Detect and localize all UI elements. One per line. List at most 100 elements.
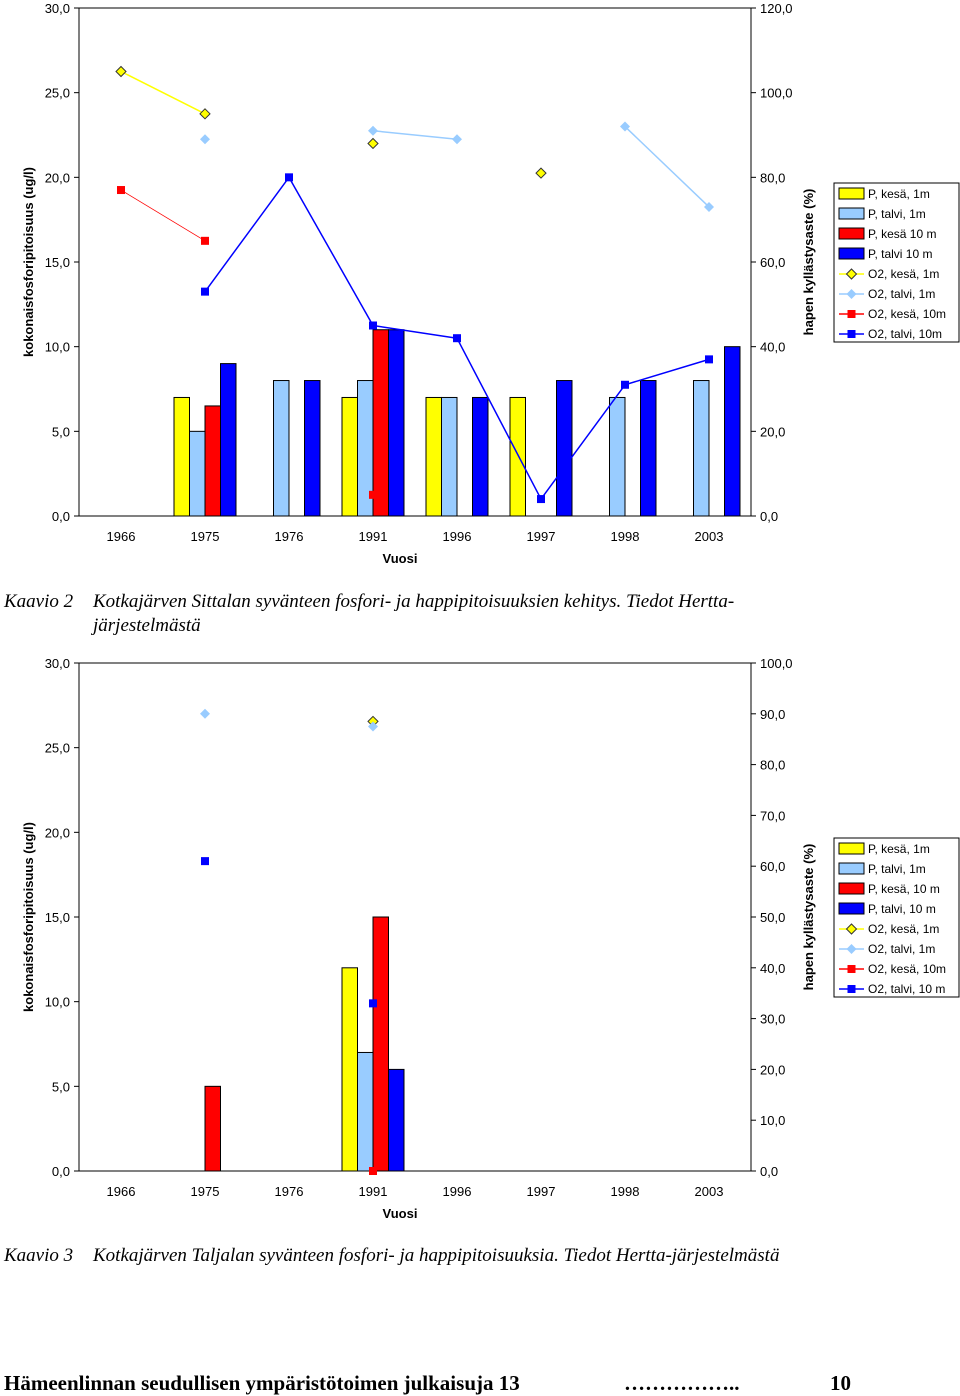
line-o2-talvi-1m (624, 125, 710, 208)
x-tick-label: 1975 (191, 529, 220, 544)
bar-p-talvi-10-m (472, 396, 489, 517)
y2-tick-label: 20,0 (760, 424, 785, 439)
x-tick-label: 1991 (359, 1184, 388, 1199)
legend-swatch (838, 247, 865, 260)
point-o2-kesä-10m (369, 1167, 377, 1175)
bar-p-talvi-1m (189, 430, 206, 517)
point-o2-kesä-10m (201, 236, 209, 245)
x-axis-title: Vuosi (383, 1206, 418, 1221)
bar-p-kesä-10-m (372, 329, 389, 517)
legend-marker (845, 923, 858, 935)
legend-label: P, talvi, 1m (868, 862, 926, 876)
bar-p-talvi-10-m (388, 1068, 405, 1172)
y-axis-title: kokonaisfosforipitoisuus (ug/l) (21, 167, 36, 357)
y2-tick-label: 40,0 (760, 340, 785, 355)
y-tick-label: 15,0 (45, 255, 70, 270)
legend-label: O2, kesä, 10m (868, 307, 946, 321)
bar-p-talvi-1m (357, 1051, 374, 1172)
bar-p-talvi-1m (609, 396, 626, 517)
line-o2-talvi-10m (204, 176, 290, 293)
bar-p-talvi-10-m (556, 380, 573, 517)
x-tick-label: 1976 (275, 529, 304, 544)
legend-swatch (838, 902, 865, 915)
caption-text-line1: Kotkajärven Taljalan syvänteen fosfori- … (93, 1245, 780, 1266)
y-tick-label: 10,0 (45, 340, 70, 355)
caption-kaavio-3: Kaavio 3 Kotkajärven Taljalan syvänteen f… (4, 1244, 779, 1268)
y-tick-label: 30,0 (45, 656, 70, 671)
line-o2-kesä-10m (120, 189, 206, 242)
bar-p-kesä-1m (425, 396, 442, 517)
point-o2-talvi-10m (621, 380, 629, 389)
y2-axis-title: hapen kyllästysaste (%) (801, 189, 816, 336)
caption-text-line2: järjestelmästä (93, 615, 201, 636)
y2-tick-label: 80,0 (760, 170, 785, 185)
y2-tick-label: 120,0 (760, 1, 793, 16)
point-o2-talvi-10m (453, 334, 461, 343)
y-tick-label: 20,0 (45, 170, 70, 185)
line-o2-talvi-1m (372, 130, 458, 140)
x-tick-label: 1996 (443, 529, 472, 544)
y-tick-label: 5,0 (52, 424, 70, 439)
legend-swatch (838, 207, 865, 220)
footer-title: Hämeenlinnan seudullisen ympäristötoimen… (4, 1371, 520, 1395)
point-o2-kesä-1m (367, 137, 379, 150)
point-o2-talvi-1m (620, 121, 630, 132)
bar-p-kesä-1m (341, 396, 358, 517)
point-o2-talvi-1m (704, 201, 714, 212)
y2-tick-label: 90,0 (760, 707, 785, 722)
x-tick-label: 1997 (527, 529, 556, 544)
point-o2-talvi-10-m (369, 999, 377, 1008)
bar-p-kesä-10-m (372, 916, 389, 1172)
legend-marker (847, 310, 856, 318)
y2-tick-label: 20,0 (760, 1062, 785, 1077)
legend-label: O2, talvi, 10m (868, 327, 942, 341)
point-o2-kesä-10m (369, 490, 377, 499)
y2-tick-label: 50,0 (760, 910, 785, 925)
bar-p-kesä-10-m (204, 405, 221, 517)
point-o2-kesä-10m (117, 186, 125, 195)
page-number: 10 (830, 1371, 851, 1395)
x-axis-title: Vuosi (383, 551, 418, 566)
x-tick-label: 1997 (527, 1184, 556, 1199)
x-tick-label: 1976 (275, 1184, 304, 1199)
legend-label: P, talvi 10 m (868, 247, 932, 261)
bar-p-kesä-1m (341, 967, 358, 1172)
bar-p-talvi-1m (441, 396, 458, 517)
y2-tick-label: 70,0 (760, 808, 785, 823)
legend-label: P, talvi, 10 m (868, 902, 936, 916)
legend-label: O2, kesä, 10m (868, 962, 946, 976)
bar-p-talvi-10-m (724, 346, 741, 517)
x-tick-label: 1991 (359, 529, 388, 544)
y2-tick-label: 0,0 (760, 509, 778, 524)
legend-label: P, kesä 10 m (868, 227, 936, 241)
point-o2-talvi-1m (200, 134, 210, 145)
footer-dots: …………….. (624, 1371, 740, 1395)
legend-label: P, talvi, 1m (868, 207, 926, 221)
point-o2-talvi-1m (452, 134, 462, 145)
point-o2-kesä-1m (199, 108, 211, 120)
y-tick-label: 0,0 (52, 1164, 70, 1179)
legend-marker (846, 944, 857, 954)
y2-tick-label: 40,0 (760, 961, 785, 976)
x-tick-label: 1975 (191, 1184, 220, 1199)
legend-label: O2, talvi, 1m (868, 287, 935, 301)
line-o2-talvi-10m (456, 337, 542, 500)
bar-p-talvi-10-m (304, 380, 321, 517)
bar-p-kesä-1m (173, 396, 190, 517)
y2-tick-label: 100,0 (760, 656, 793, 671)
point-o2-talvi-10-m (201, 857, 209, 866)
y-tick-label: 10,0 (45, 995, 70, 1010)
legend-label: P, kesä, 1m (868, 842, 930, 856)
point-o2-kesä-1m (535, 167, 547, 179)
legend-swatch (838, 842, 865, 855)
point-o2-talvi-10m (285, 173, 293, 182)
bar-p-talvi-10-m (640, 380, 657, 517)
y-tick-label: 25,0 (45, 86, 70, 101)
x-tick-label: 2003 (695, 529, 724, 544)
x-tick-label: 1998 (611, 529, 640, 544)
caption-kaavio-2: Kaavio 2 Kotkajärven Sittalan syvänteen f… (4, 590, 734, 638)
legend-label: P, kesä, 1m (868, 187, 930, 201)
legend-swatch (838, 882, 865, 895)
point-o2-talvi-1m (200, 708, 210, 719)
line-o2-talvi-10m (372, 324, 458, 339)
